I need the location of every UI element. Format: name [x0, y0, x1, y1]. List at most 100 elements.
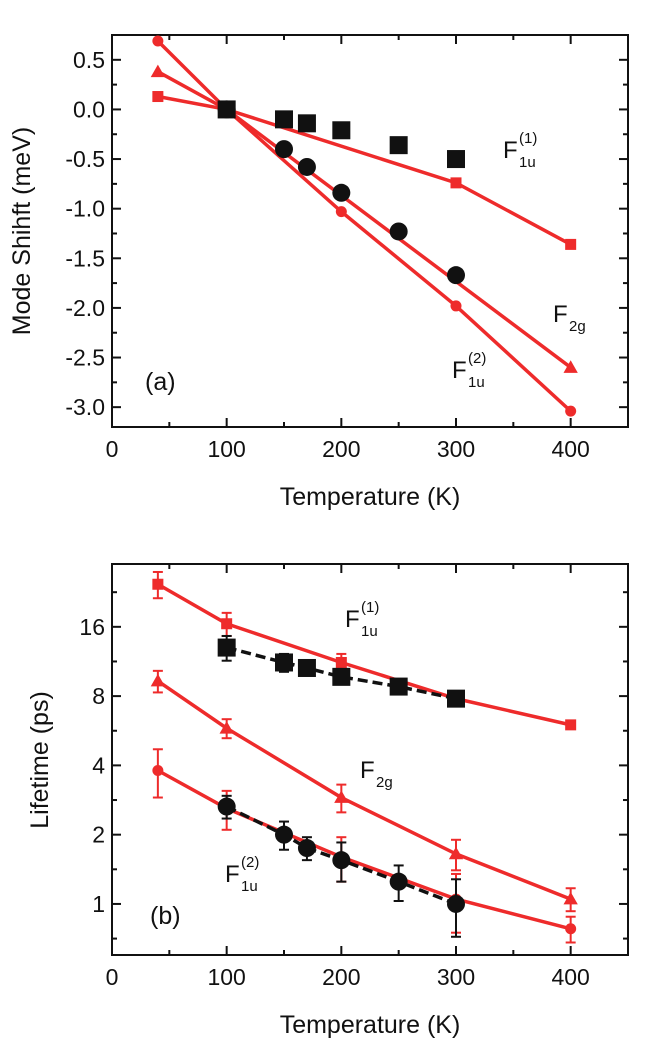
- series-f2g-calc: [150, 669, 578, 913]
- series-line: [226, 645, 457, 701]
- xtick-label: 200: [322, 964, 360, 990]
- data-point: [565, 719, 577, 731]
- xtick-label: 0: [106, 964, 119, 990]
- anno-a1-sub: 2g: [569, 318, 586, 335]
- data-point: [389, 136, 408, 155]
- series-f1u-1-calc: [152, 91, 577, 250]
- panel-b-ticks: [111, 564, 629, 955]
- ytick-label: -1.0: [65, 196, 105, 222]
- data-point: [447, 150, 465, 169]
- data-point: [332, 121, 351, 140]
- data-point: [275, 825, 293, 844]
- series-f2g-calc: [150, 64, 578, 373]
- anno-a0-base: F: [503, 137, 518, 164]
- anno-a0-sup: (1): [519, 130, 537, 147]
- series-f1u-2-exp: [217, 794, 465, 938]
- data-point: [450, 177, 462, 189]
- data-point: [563, 891, 578, 905]
- ytick-label: 1: [92, 891, 105, 917]
- panel-b-label: (b): [150, 902, 181, 930]
- series-line: [157, 768, 572, 931]
- anno-a2-base: F: [452, 357, 467, 384]
- data-point: [150, 64, 166, 78]
- data-point: [565, 923, 577, 935]
- anno-a2-sub: 1u: [468, 374, 485, 391]
- data-point: [297, 114, 316, 133]
- anno-a1-base: F: [553, 301, 568, 328]
- panel-a: 0.5 0.0 -0.5 -1.0 -1.5 -2.0 -2.5 -3.0 0 100 200 30…: [8, 34, 629, 511]
- data-point: [221, 618, 233, 630]
- panel-a-ticks: [111, 35, 629, 427]
- panel-b-ytick-labels: 1 2 4 8 16: [79, 614, 105, 917]
- data-point: [447, 689, 465, 708]
- data-point: [565, 238, 577, 250]
- ytick-label: 0.5: [73, 47, 105, 73]
- data-point: [389, 872, 408, 891]
- data-point: [217, 100, 236, 119]
- data-point: [332, 183, 351, 202]
- data-point: [152, 35, 164, 47]
- anno-b0-base: F: [345, 606, 360, 633]
- data-point: [152, 765, 164, 777]
- data-point: [448, 846, 464, 860]
- anno-b0-sup: (1): [361, 599, 379, 616]
- ytick-label: 2: [92, 822, 105, 848]
- anno-b2-sup: (2): [241, 854, 259, 871]
- data-point: [297, 658, 316, 677]
- data-point: [334, 790, 349, 803]
- ytick-label: 0.0: [73, 96, 105, 122]
- data-point: [297, 157, 316, 176]
- panel-b-annotation-f1u1: F (1) 1u: [345, 599, 379, 640]
- ytick-label: 16: [79, 614, 105, 640]
- panel-b-annotation-f2g: F 2g: [360, 757, 393, 791]
- anno-b0-sub: 1u: [361, 623, 378, 640]
- data-point: [335, 206, 347, 218]
- data-point: [217, 638, 236, 657]
- ytick-label: -2.5: [65, 345, 105, 371]
- panel-b-annotation-f1u2: F (2) 1u: [225, 854, 259, 895]
- anno-b2-sub: 1u: [241, 878, 258, 895]
- xtick-label: 400: [551, 436, 589, 462]
- data-point: [335, 656, 347, 668]
- data-point: [150, 673, 166, 687]
- panel-b-xlabel: Temperature (K): [280, 1011, 461, 1039]
- xtick-label: 300: [437, 964, 475, 990]
- ytick-label: -3.0: [65, 394, 105, 420]
- series-f1u-2-calc: [152, 35, 577, 417]
- panel-a-series: [150, 35, 578, 417]
- data-point: [565, 405, 577, 417]
- data-point: [447, 894, 465, 913]
- data-point: [563, 360, 578, 373]
- xtick-label: 300: [437, 436, 475, 462]
- data-point: [332, 851, 351, 870]
- data-point: [297, 839, 316, 858]
- data-point: [275, 110, 293, 129]
- xtick-label: 100: [207, 436, 245, 462]
- data-point: [447, 266, 465, 285]
- panel-a-annotation-f1u2: F (2) 1u: [452, 350, 486, 391]
- panel-a-ytick-labels: 0.5 0.0 -0.5 -1.0 -1.5 -2.0 -2.5 -3.0: [65, 47, 105, 420]
- xtick-label: 400: [551, 964, 589, 990]
- data-point: [332, 667, 351, 686]
- series-line: [157, 94, 572, 246]
- data-point: [152, 578, 164, 590]
- series-f1u-1-exp: [217, 634, 465, 708]
- panel-b-xtick-labels: 0 100 200 300 400: [106, 964, 590, 990]
- data-point: [152, 91, 164, 103]
- panel-a-frame: [111, 34, 629, 428]
- panel-b: 1 2 4 8 16 0 100 200 300 400 Temperature (K) Lif…: [26, 563, 629, 1039]
- anno-a2-sup: (2): [468, 350, 486, 367]
- xtick-label: 0: [106, 436, 119, 462]
- panel-a-label: (a): [145, 368, 176, 396]
- panel-b-ylabel: Lifetime (ps): [26, 691, 54, 829]
- xtick-label: 100: [207, 964, 245, 990]
- anno-a0-sub: 1u: [519, 154, 536, 171]
- panel-a-annotation-f1u1: F (1) 1u: [503, 130, 537, 171]
- anno-b1-sub: 2g: [376, 774, 393, 791]
- panel-a-ylabel: Mode Shihft (meV): [8, 127, 36, 335]
- xtick-label: 200: [322, 436, 360, 462]
- anno-b1-base: F: [360, 757, 375, 784]
- series-line: [156, 39, 572, 413]
- ytick-label: -0.5: [65, 146, 105, 172]
